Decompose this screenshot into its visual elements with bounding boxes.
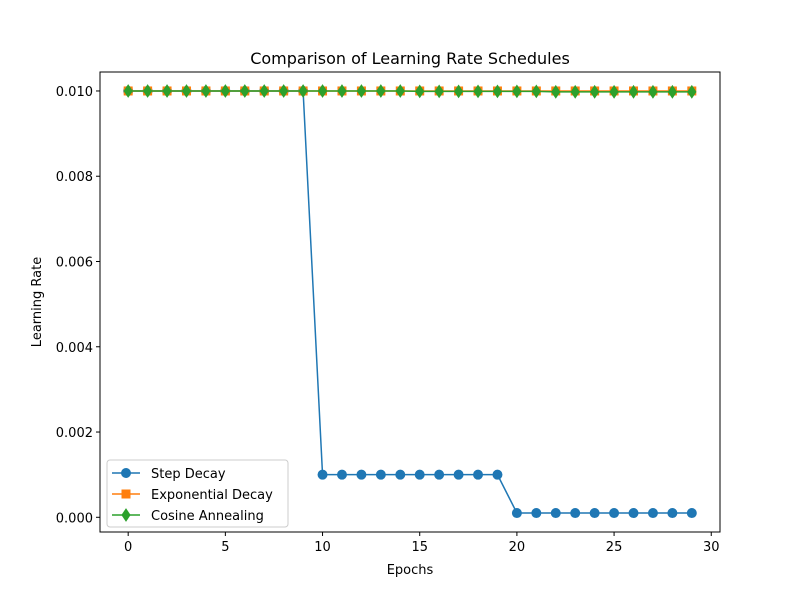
cosine-annealing-line: [128, 90, 692, 93]
cosine-annealing-point: [628, 84, 639, 99]
cosine-annealing-point: [648, 84, 658, 99]
y-tick-label: 0.006: [56, 255, 93, 270]
cosine-annealing-point: [570, 84, 580, 99]
cosine-annealing-point: [162, 84, 172, 98]
cosine-annealing-point: [687, 84, 697, 99]
cosine-annealing-point: [531, 84, 541, 99]
y-tick-label: 0.002: [56, 426, 93, 441]
plot-area: [99, 71, 721, 533]
cosine-annealing-point: [298, 84, 308, 98]
step-decay-point: [589, 508, 600, 519]
step-decay-point: [434, 469, 445, 480]
legend-marker-exponential-decay: [121, 489, 131, 499]
cosine-annealing-point: [551, 84, 561, 99]
series-layer: [123, 84, 697, 519]
x-tick-label: 20: [509, 540, 526, 555]
step-decay-point: [453, 469, 464, 480]
step-decay-point: [609, 508, 620, 519]
cosine-annealing-point: [356, 84, 367, 98]
y-tick-label: 0.000: [56, 511, 93, 526]
cosine-annealing-point: [453, 84, 464, 99]
x-axis-label: Epochs: [387, 563, 434, 578]
cosine-annealing-point: [143, 84, 153, 98]
cosine-annealing-point: [434, 84, 444, 99]
x-tick-label: 30: [703, 540, 720, 555]
cosine-annealing-point: [123, 84, 133, 98]
legend-label-cosine-annealing: Cosine Annealing: [151, 509, 264, 524]
y-tick-label: 0.004: [56, 341, 93, 356]
x-tick-label: 10: [314, 540, 331, 555]
y-tick-label: 0.010: [56, 85, 93, 100]
x-axis: 0 5 10 15 20 25 30: [124, 532, 720, 555]
chart-title: Comparison of Learning Rate Schedules: [250, 49, 570, 68]
cosine-annealing-point: [512, 84, 522, 99]
legend-label-exponential-decay: Exponential Decay: [151, 488, 273, 503]
step-decay-point: [492, 469, 503, 480]
cosine-annealing-point: [395, 84, 405, 98]
step-decay-line: [128, 90, 692, 514]
step-decay-point: [336, 469, 347, 480]
step-decay-point: [414, 469, 425, 480]
cosine-annealing-point: [279, 84, 289, 98]
cosine-annealing-point: [590, 84, 600, 99]
step-decay-point: [628, 508, 639, 519]
cosine-annealing-point: [376, 84, 386, 98]
y-axis: 0.000 0.002 0.004 0.006 0.008 0.010: [56, 85, 100, 526]
step-decay-point: [317, 469, 328, 480]
cosine-annealing-point: [337, 84, 347, 98]
cosine-annealing-point: [415, 84, 425, 99]
cosine-annealing-point: [492, 84, 503, 99]
series-step-decay: [123, 85, 697, 519]
legend-marker-step-decay: [121, 468, 131, 478]
step-decay-point: [667, 508, 678, 519]
cosine-annealing-point: [240, 84, 250, 98]
cosine-annealing-point: [609, 84, 619, 99]
step-decay-point: [686, 508, 697, 519]
step-decay-point: [647, 508, 658, 519]
legend-box: [106, 459, 289, 528]
step-decay-point: [395, 469, 406, 480]
legend-marker-cosine-annealing: [121, 508, 131, 522]
step-decay-point: [570, 508, 581, 519]
cosine-annealing-point: [259, 84, 269, 98]
cosine-annealing-point: [220, 84, 230, 98]
step-decay-point: [356, 469, 367, 480]
x-tick-label: 25: [606, 540, 623, 555]
cosine-annealing-point: [181, 84, 192, 98]
series-cosine-annealing: [123, 84, 697, 99]
legend-label-step-decay: Step Decay: [151, 467, 226, 482]
x-tick-label: 0: [124, 540, 132, 555]
step-decay-point: [531, 508, 542, 519]
x-tick-label: 15: [411, 540, 428, 555]
x-tick-label: 5: [221, 540, 229, 555]
step-decay-point: [473, 469, 484, 480]
cosine-annealing-point: [473, 84, 483, 99]
step-decay-point: [550, 508, 561, 519]
cosine-annealing-point: [317, 84, 328, 98]
legend: Step Decay Exponential Decay Cosine Anneal…: [106, 459, 289, 528]
cosine-annealing-point: [667, 84, 677, 99]
cosine-annealing-point: [201, 84, 211, 98]
y-tick-label: 0.008: [56, 170, 93, 185]
step-decay-point: [511, 508, 522, 519]
step-decay-point: [375, 469, 386, 480]
y-axis-label: Learning Rate: [30, 257, 45, 347]
